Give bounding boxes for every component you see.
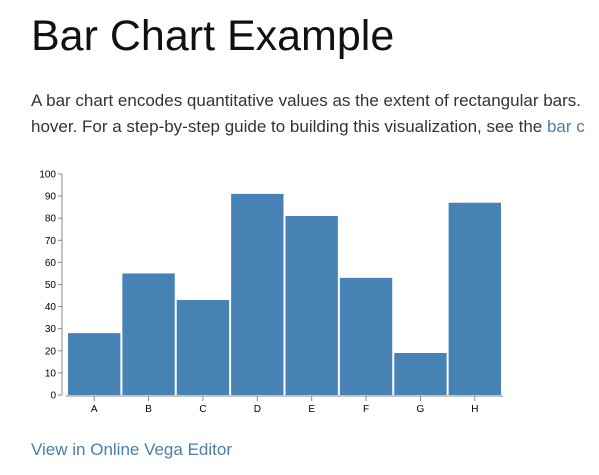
y-axis: 0 10 20 30 40 50 60 70 80 90 100 [39, 170, 63, 402]
bar-e[interactable] [285, 215, 338, 395]
bar-f[interactable] [339, 277, 393, 395]
y-tick-label: 80 [45, 214, 57, 225]
bar-h[interactable] [448, 202, 501, 395]
bar-a[interactable] [68, 333, 121, 395]
bar-g[interactable] [394, 353, 447, 395]
y-tick-label: 10 [45, 368, 57, 379]
intro-line-1: A bar chart encodes quantitative values … [31, 91, 582, 110]
y-tick-label: 0 [50, 391, 56, 402]
intro-line-2: hover. For a step-by-step guide to build… [31, 114, 599, 140]
bars [68, 193, 501, 395]
x-tick-label: H [471, 404, 478, 415]
bar-b[interactable] [122, 273, 175, 395]
x-tick-label: G [417, 404, 425, 415]
intro-line-2-text: hover. For a step-by-step guide to build… [31, 117, 547, 136]
bar-d[interactable] [231, 193, 284, 395]
y-tick-label: 70 [45, 236, 57, 247]
y-tick-label: 90 [45, 192, 57, 203]
page-title: Bar Chart Example [31, 12, 395, 60]
y-tick-label: 50 [45, 280, 57, 291]
x-tick-label: D [254, 404, 261, 415]
y-tick-label: 30 [45, 324, 57, 335]
x-tick-label: E [308, 404, 315, 415]
y-tick-label: 20 [45, 346, 57, 357]
bar-c[interactable] [176, 299, 230, 395]
x-axis: A B C D E F G H [66, 395, 503, 415]
x-tick-label: F [363, 404, 369, 415]
x-tick-label: A [91, 404, 98, 415]
y-tick-label: 60 [45, 258, 57, 269]
intro-paragraph: A bar chart encodes quantitative values … [31, 88, 599, 140]
x-tick-label: C [199, 404, 206, 415]
bar-chart-tutorial-link[interactable]: bar c [546, 117, 585, 136]
bar-chart: 0 10 20 30 40 50 60 70 80 90 100 A B C D E F G H [39, 170, 503, 415]
view-in-vega-editor-link[interactable]: View in Online Vega Editor [31, 440, 232, 459]
x-tick-label: B [145, 404, 152, 415]
y-tick-label: 40 [45, 302, 57, 313]
y-tick-label: 100 [39, 170, 56, 181]
